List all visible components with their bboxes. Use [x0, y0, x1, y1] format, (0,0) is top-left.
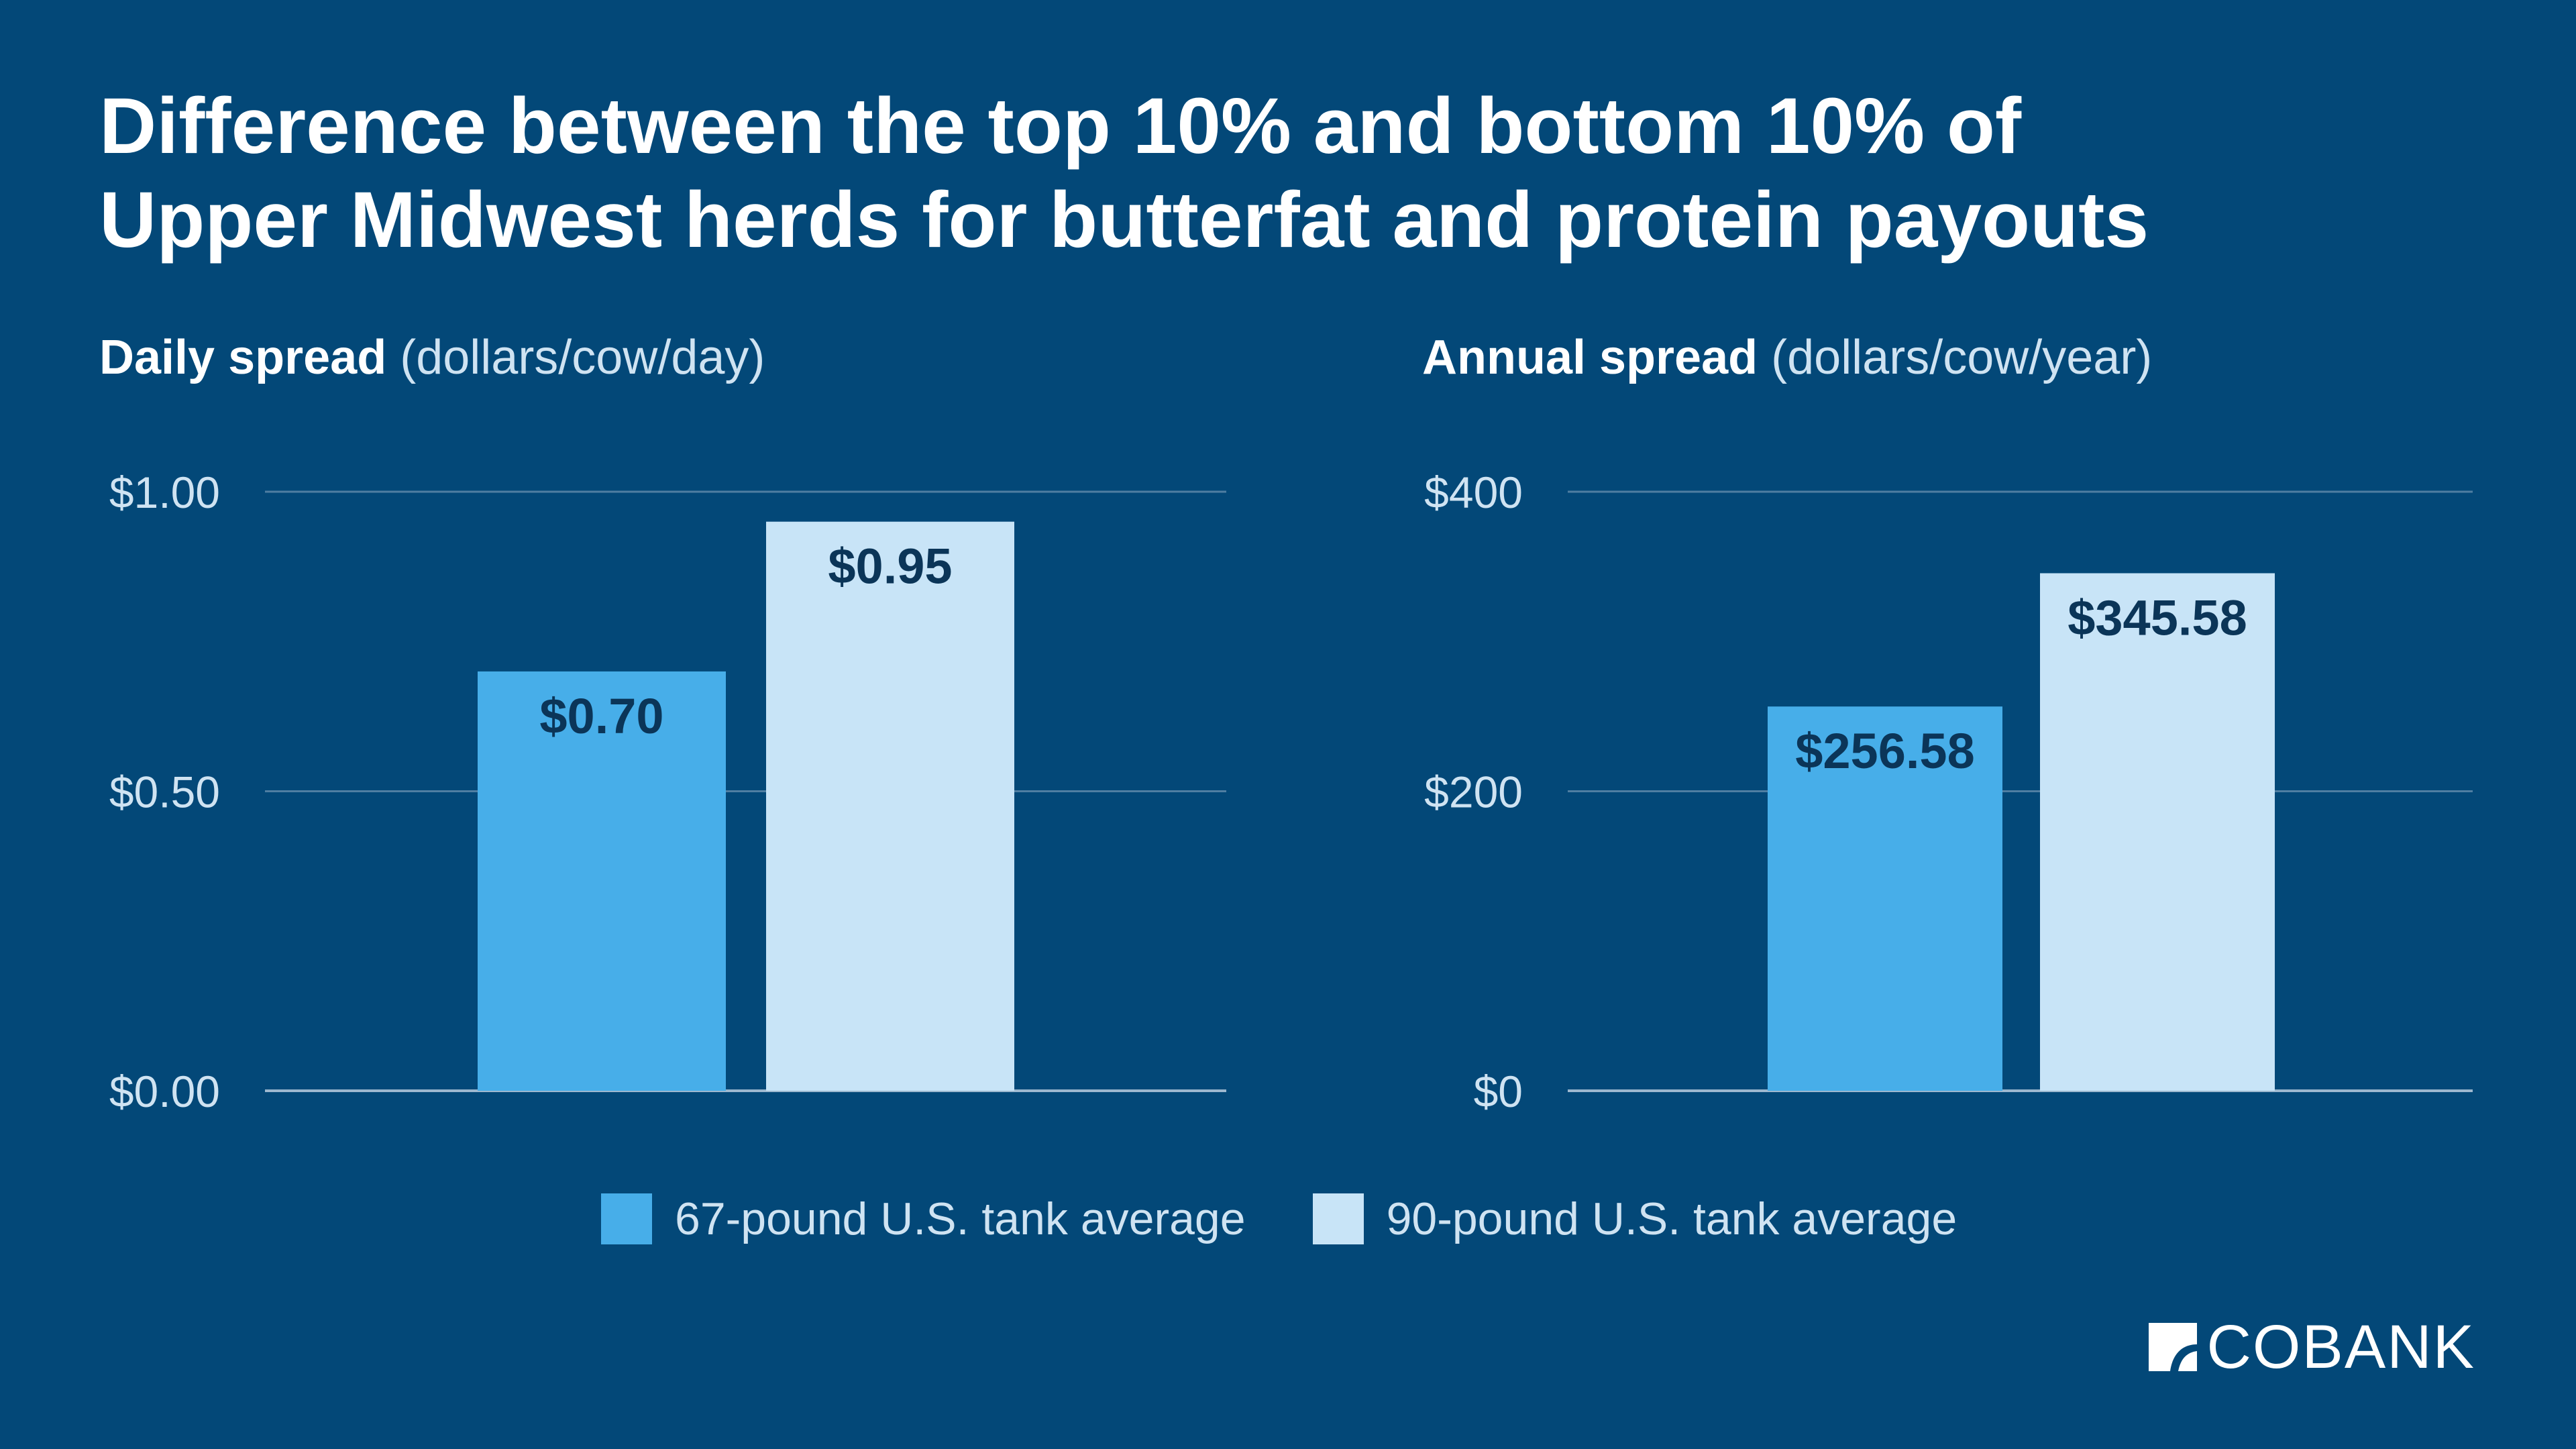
chart-title: Difference between the top 10% and botto…: [99, 79, 2380, 267]
legend-label-90-pound: 90-pound U.S. tank average: [1386, 1193, 1957, 1244]
legend-item-67-pound: 67-pound U.S. tank average: [601, 1193, 1246, 1245]
daily-spread-title: Daily spread: [99, 331, 387, 384]
chart-title-line-1: Difference between the top 10% and botto…: [99, 82, 2022, 170]
annual-bar-67-pound: [1768, 706, 2002, 1091]
annual-bar-label-67-pound: $256.58: [1795, 723, 1975, 779]
daily-spread-heading: Daily spread (dollars/cow/day): [99, 327, 765, 388]
daily-tick-label-1: $0.50: [109, 767, 220, 817]
chart-title-line-2: Upper Midwest herds for butterfat and pr…: [99, 176, 2149, 264]
legend: 67-pound U.S. tank average 90-pound U.S.…: [601, 1193, 2024, 1245]
legend-label-67-pound: 67-pound U.S. tank average: [675, 1193, 1246, 1244]
annual-spread-heading: Annual spread (dollars/cow/year): [1422, 327, 2152, 388]
daily-bar-label-90-pound: $0.95: [828, 539, 952, 594]
annual-tick-label-2: $400: [1424, 468, 1523, 517]
daily-tick-label-2: $1.00: [109, 468, 220, 517]
cobank-logo-mark-icon: [2149, 1323, 2198, 1371]
annual-spread-title: Annual spread: [1422, 331, 1758, 384]
legend-swatch-90-pound: [1312, 1193, 1364, 1244]
annual-tick-label-1: $200: [1424, 767, 1523, 817]
legend-swatch-67-pound: [601, 1193, 652, 1244]
legend-item-90-pound: 90-pound U.S. tank average: [1312, 1193, 1957, 1245]
annual-bar-90-pound: [2040, 573, 2275, 1091]
annual-tick-label-0: $0: [1474, 1067, 1523, 1116]
daily-spread-unit: (dollars/cow/day): [400, 331, 765, 384]
cobank-logo-text: COBANK: [2206, 1313, 2475, 1381]
annual-bar-label-90-pound: $345.58: [2068, 590, 2247, 645]
daily-bar-label-67-pound: $0.70: [539, 688, 663, 744]
daily-tick-label-0: $0.00: [109, 1067, 220, 1116]
cobank-logo: COBANK: [2146, 1316, 2475, 1378]
daily-bar-90-pound: [766, 521, 1014, 1091]
daily-bar-67-pound: [478, 671, 726, 1091]
annual-spread-unit: (dollars/cow/year): [1771, 331, 2153, 384]
